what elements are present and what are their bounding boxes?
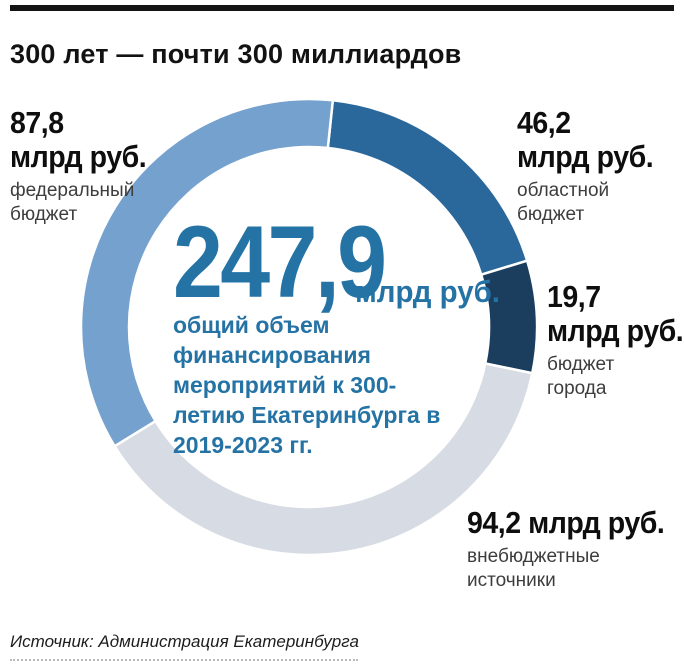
callout-name-line: федеральный	[10, 180, 135, 201]
total-description: общий объем финансирования мероприятий к…	[173, 312, 441, 458]
callout-regional-budget: 46,2 млрд руб. областной бюджет	[517, 106, 665, 227]
source-caption: Источник: Администрация Екатеринбурга	[10, 632, 359, 651]
total-unit: млрд руб.	[355, 274, 500, 309]
callout-offbudget-sources: 94,2 млрд руб. внебюджетные источники	[467, 506, 682, 593]
callout-name-line: источники	[467, 570, 556, 591]
callout-value: 87,8	[10, 105, 64, 140]
callout-name-line: бюджет	[10, 204, 78, 225]
total-value: 247,9	[173, 205, 387, 319]
callout-unit: млрд руб.	[517, 139, 654, 174]
dotted-divider	[10, 659, 358, 661]
callout-city-budget: 19,7 млрд руб. бюджет города	[547, 280, 684, 401]
donut-center-label: 247,9 млрд руб. общий объем финансирован…	[173, 205, 500, 460]
callout-value: 94,2 млрд руб.	[467, 505, 665, 540]
callout-name-line: города	[547, 378, 607, 399]
donut-segment-3	[113, 362, 534, 557]
callout-name-line: областной	[517, 180, 610, 201]
callout-name-line: бюджет	[517, 204, 585, 225]
callout-value: 46,2	[517, 105, 571, 140]
donut-segment-4	[79, 97, 335, 448]
callout-federal-budget: 87,8 млрд руб. федеральный бюджет	[10, 106, 158, 227]
callout-value: 19,7	[547, 279, 601, 314]
callout-unit: млрд руб.	[547, 313, 684, 348]
top-rule	[10, 5, 674, 11]
callout-name-line: бюджет	[547, 354, 615, 375]
callout-name-line: внебюджетные	[467, 546, 600, 567]
callout-unit: млрд руб.	[10, 139, 147, 174]
page-title: 300 лет — почти 300 миллиардов	[10, 39, 462, 70]
